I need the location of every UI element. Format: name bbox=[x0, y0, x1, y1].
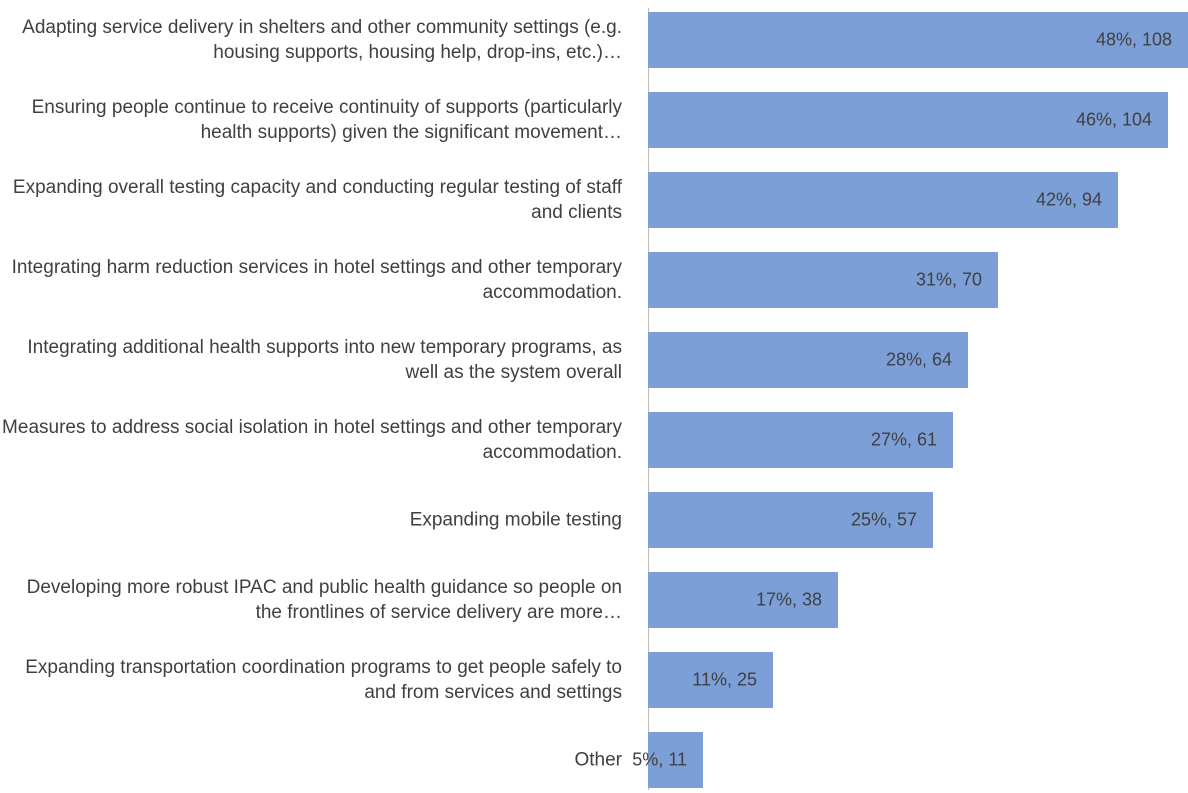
data-label: 31%, 70 bbox=[915, 269, 982, 290]
bar bbox=[648, 332, 968, 388]
data-label: 27%, 61 bbox=[870, 429, 937, 450]
category-label: Expanding overall testing capacity and c… bbox=[12, 177, 622, 223]
category-label: Adapting service delivery in shelters an… bbox=[22, 17, 622, 63]
category-label: Integrating harm reduction services in h… bbox=[11, 257, 622, 303]
data-label: 17%, 38 bbox=[755, 589, 822, 610]
data-label: 5%, 11 bbox=[632, 749, 687, 770]
category-label: Expanding transportation coordination pr… bbox=[25, 657, 622, 703]
bar bbox=[648, 732, 703, 788]
bar bbox=[648, 412, 953, 468]
category-label: Developing more robust IPAC and public h… bbox=[26, 577, 622, 623]
data-label: 48%, 108 bbox=[1095, 29, 1172, 50]
data-label: 11%, 25 bbox=[692, 669, 757, 690]
category-label: Measures to address social isolation in … bbox=[2, 417, 622, 463]
bar bbox=[648, 652, 773, 708]
category-label: Other bbox=[574, 749, 622, 771]
category-label: Integrating additional health supports i… bbox=[27, 337, 622, 383]
bar bbox=[648, 92, 1168, 148]
axis-line bbox=[648, 8, 649, 790]
bar bbox=[648, 172, 1118, 228]
bar bbox=[648, 252, 998, 308]
data-label: 46%, 104 bbox=[1075, 109, 1152, 130]
category-label: Expanding mobile testing bbox=[409, 509, 622, 531]
category-label: Ensuring people continue to receive cont… bbox=[31, 97, 622, 143]
data-label: 42%, 94 bbox=[1035, 189, 1102, 210]
bar bbox=[648, 572, 838, 628]
data-label: 25%, 57 bbox=[850, 509, 917, 530]
bar bbox=[648, 492, 933, 548]
data-label: 28%, 64 bbox=[885, 349, 952, 370]
bar bbox=[648, 12, 1188, 68]
